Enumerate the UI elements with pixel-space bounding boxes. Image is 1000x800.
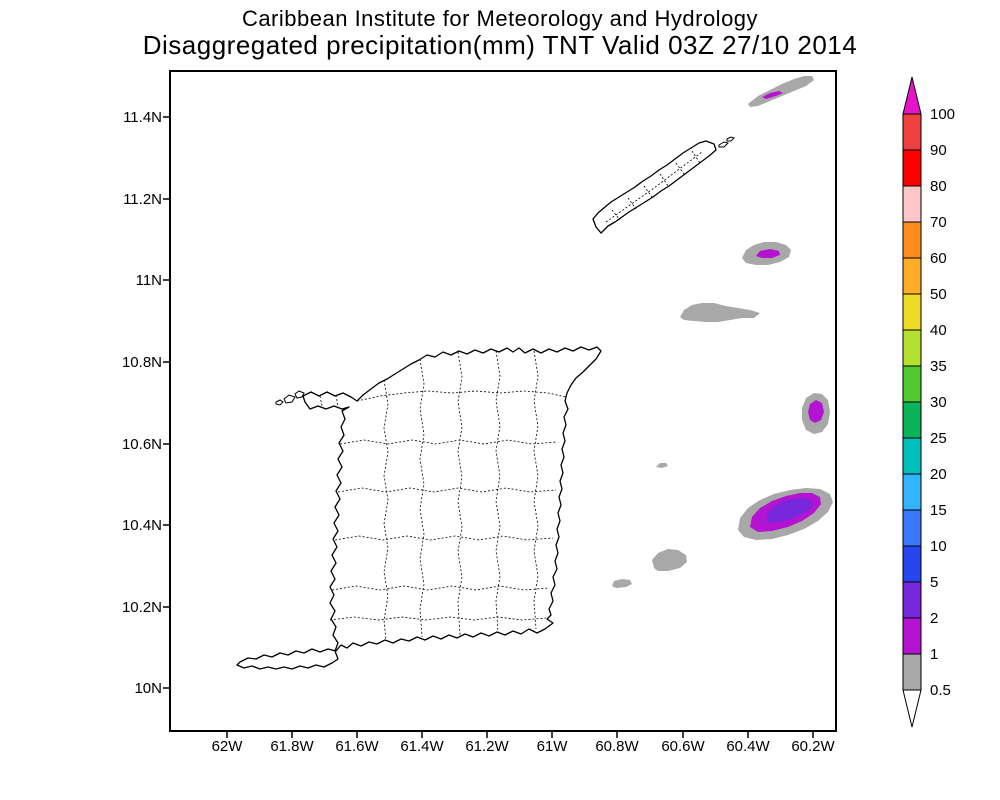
plot-frame: [169, 70, 837, 732]
colorbar-label: 20: [930, 466, 947, 483]
colorbar-label: 15: [930, 502, 947, 519]
lat-label: 10.8N: [122, 354, 162, 371]
colorbar-bottom-arrow: [902, 689, 922, 728]
bocas-islets: [275, 390, 305, 406]
colorbar: 100 90 80 70 60 50 40 35 30 25 20 15 10 …: [902, 76, 955, 728]
colorbar-label: 70: [930, 214, 947, 231]
colorbar-segment: [902, 149, 922, 187]
colorbar-segment: [902, 221, 922, 259]
colorbar-label: 40: [930, 322, 947, 339]
colorbar-label: 60: [930, 250, 947, 267]
tobago-island-outline: [592, 140, 717, 234]
colorbar-label: 90: [930, 142, 947, 159]
colorbar-segment: [902, 473, 922, 511]
lat-label: 11N: [136, 272, 162, 289]
colorbar-segment: [902, 617, 922, 655]
lat-label: 10.2N: [122, 599, 162, 616]
colorbar-segment: [902, 581, 922, 619]
axis-ticks: [163, 116, 814, 738]
colorbar-segment: [902, 653, 922, 691]
lon-label: 61.2W: [465, 738, 509, 755]
precip-area-magenta: [750, 91, 824, 532]
lat-label: 11.2N: [123, 191, 162, 208]
colorbar-label: 30: [930, 394, 947, 411]
lon-label: 60.8W: [595, 738, 639, 755]
lon-label: 60.6W: [661, 738, 705, 755]
colorbar-segment: [902, 257, 922, 295]
colorbar-label: 5: [930, 574, 938, 591]
colorbar-segment: [902, 365, 922, 403]
colorbar-segment: [902, 509, 922, 547]
lon-label: 60.2W: [791, 738, 835, 755]
lon-label: 61.8W: [270, 738, 314, 755]
lat-label: 10.6N: [122, 436, 162, 453]
colorbar-label: 100: [930, 106, 955, 123]
product-title: Disaggregated precipitation(mm) TNT Vali…: [142, 30, 858, 60]
lon-label: 61.4W: [400, 738, 444, 755]
colorbar-segment: [902, 401, 922, 439]
lon-label: 60.4W: [726, 738, 770, 755]
colorbar-top-arrow: [902, 76, 922, 115]
lat-label: 10N: [134, 680, 162, 697]
colorbar-label: 0.5: [930, 682, 951, 699]
colorbar-segment: [902, 545, 922, 583]
colorbar-segment: [902, 185, 922, 223]
lat-label: 11.4N: [123, 109, 162, 126]
colorbar-label: 10: [930, 538, 947, 555]
trinidad-district-boundaries: [319, 350, 567, 642]
colorbar-segment: [902, 437, 922, 475]
lon-label: 62W: [212, 738, 244, 755]
colorbar-segment: [902, 293, 922, 331]
colorbar-label: 50: [930, 286, 947, 303]
colorbar-label: 35: [930, 358, 947, 375]
colorbar-label: 80: [930, 178, 947, 195]
colorbar-segment: [902, 329, 922, 367]
tobago-islets: [718, 136, 735, 148]
precip-area-violet: [766, 498, 813, 523]
tobago-district-boundaries: [605, 150, 703, 223]
colorbar-label: 25: [930, 430, 947, 447]
lat-label: 10.4N: [122, 517, 162, 534]
lon-label: 61W: [537, 738, 569, 755]
colorbar-label: 2: [930, 610, 938, 627]
colorbar-label: 1: [930, 646, 938, 663]
colorbar-segment: [902, 113, 922, 151]
trinidad-island-outline: [236, 346, 602, 670]
lon-label: 61.6W: [335, 738, 379, 755]
institute-title: Caribbean Institute for Meteorology and …: [241, 6, 759, 31]
